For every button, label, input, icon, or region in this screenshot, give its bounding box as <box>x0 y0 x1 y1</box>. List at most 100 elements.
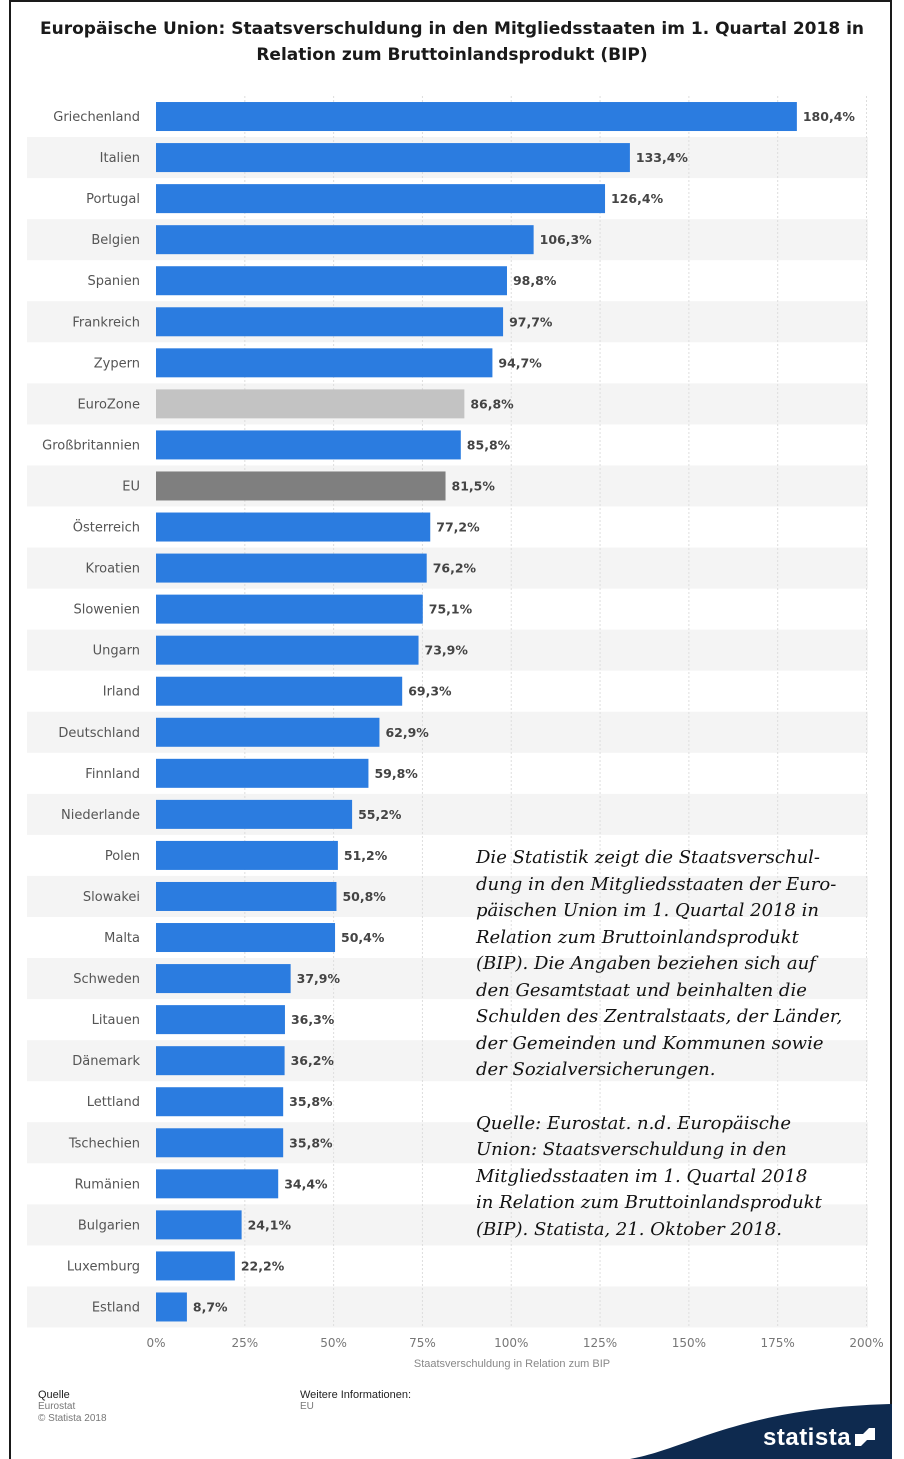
bar <box>156 799 353 829</box>
bar <box>156 1128 284 1158</box>
value-label: 76,2% <box>433 561 477 576</box>
bar <box>156 184 606 214</box>
row-stripe <box>27 465 868 507</box>
value-label: 50,8% <box>342 889 386 904</box>
value-label: 59,8% <box>374 766 418 781</box>
value-label: 36,2% <box>291 1053 335 1068</box>
category-label: Ungarn <box>93 644 140 659</box>
category-label: EuroZone <box>77 397 140 412</box>
bar <box>156 348 493 378</box>
bar <box>156 1046 285 1076</box>
bar <box>156 881 337 911</box>
bar <box>156 1169 279 1199</box>
category-label: Zypern <box>94 356 140 371</box>
category-label: Finnland <box>85 767 140 782</box>
category-label: Slowakei <box>83 890 140 905</box>
bar <box>156 964 291 994</box>
x-tick-label: 150% <box>672 1336 706 1350</box>
value-label: 94,7% <box>498 355 542 370</box>
value-label: 8,7% <box>193 1299 228 1314</box>
row-stripe <box>27 1286 868 1328</box>
footer-info-label: Weitere Informationen: <box>300 1389 412 1401</box>
value-label: 36,3% <box>291 1012 335 1027</box>
statista-logo-text: statista <box>763 1424 852 1451</box>
category-label: Tschechien <box>68 1136 140 1151</box>
category-label: Bulgarien <box>78 1218 140 1233</box>
x-tick-label: 125% <box>583 1336 617 1350</box>
value-label: 22,2% <box>241 1258 285 1273</box>
x-tick-label: 100% <box>494 1336 528 1350</box>
bar <box>156 430 461 460</box>
bar <box>156 512 431 542</box>
value-label: 106,3% <box>540 232 593 247</box>
bar <box>156 1005 285 1035</box>
category-label: Portugal <box>86 192 140 207</box>
category-label: Dänemark <box>72 1054 140 1069</box>
value-label: 75,1% <box>429 602 473 617</box>
value-label: 97,7% <box>509 314 553 329</box>
category-label: Malta <box>104 931 140 946</box>
value-label: 81,5% <box>452 478 496 493</box>
value-label: 180,4% <box>803 109 856 124</box>
value-label: 69,3% <box>408 684 452 699</box>
x-tick-label: 175% <box>761 1336 795 1350</box>
bar <box>156 717 380 747</box>
category-label: Kroatien <box>86 562 140 577</box>
statista-logo-wave <box>630 1404 892 1459</box>
category-label: Estland <box>92 1300 140 1315</box>
x-tick-label: 50% <box>320 1336 347 1350</box>
category-label: EU <box>122 479 140 494</box>
footer-source: Quelle Eurostat © Statista 2018 <box>38 1389 107 1425</box>
category-label: Italien <box>100 151 140 166</box>
bar <box>156 307 504 337</box>
bar <box>156 266 507 296</box>
bar <box>156 676 403 706</box>
value-label: 35,8% <box>289 1094 333 1109</box>
x-axis-label: Staatsverschuldung in Relation zum BIP <box>414 1358 610 1370</box>
chart-title: Europäische Union: Staatsverschuldung in… <box>40 19 864 65</box>
source-citation: Quelle: Eurostat. n.d. Europäische Union… <box>476 1112 822 1240</box>
value-label: 98,8% <box>513 273 557 288</box>
bar <box>156 102 797 132</box>
footer-source-label: Quelle <box>38 1389 70 1401</box>
category-label: Schweden <box>73 972 140 987</box>
value-label: 85,8% <box>467 437 511 452</box>
category-label: Niederlande <box>61 808 140 823</box>
value-label: 133,4% <box>636 150 689 165</box>
bar <box>156 471 446 501</box>
footer-source-value: Eurostat <box>38 1401 76 1412</box>
category-label: Deutschland <box>58 726 140 741</box>
bar <box>156 923 336 953</box>
bar <box>156 594 423 624</box>
description-text: Die Statistik zeigt die Staatsverschul- … <box>476 847 843 1080</box>
value-label: 62,9% <box>385 725 429 740</box>
category-label: Litauen <box>92 1013 140 1028</box>
value-label: 34,4% <box>284 1176 328 1191</box>
value-label: 35,8% <box>289 1135 333 1150</box>
value-label: 73,9% <box>425 643 469 658</box>
bar <box>156 1087 284 1117</box>
footer-info: Weitere Informationen: EU <box>300 1389 411 1413</box>
bar <box>156 1251 235 1281</box>
category-label: Lettland <box>87 1095 140 1110</box>
bar <box>156 225 534 255</box>
bar <box>156 553 427 583</box>
x-tick-label: 0% <box>146 1336 165 1350</box>
category-label: Österreich <box>73 519 140 536</box>
x-tick-label: 75% <box>409 1336 436 1350</box>
row-stripe <box>27 711 868 753</box>
category-label: Luxemburg <box>67 1259 140 1274</box>
bar <box>156 840 338 870</box>
value-label: 50,4% <box>341 930 385 945</box>
bar <box>156 389 465 419</box>
bar <box>156 143 630 173</box>
category-label: Irland <box>103 685 140 700</box>
bar <box>156 635 419 665</box>
category-label: Frankreich <box>72 315 140 330</box>
value-label: 55,2% <box>358 807 402 822</box>
category-label: Rumänien <box>75 1177 140 1192</box>
bar <box>156 1210 242 1240</box>
bar <box>156 758 369 788</box>
value-label: 51,2% <box>344 848 388 863</box>
